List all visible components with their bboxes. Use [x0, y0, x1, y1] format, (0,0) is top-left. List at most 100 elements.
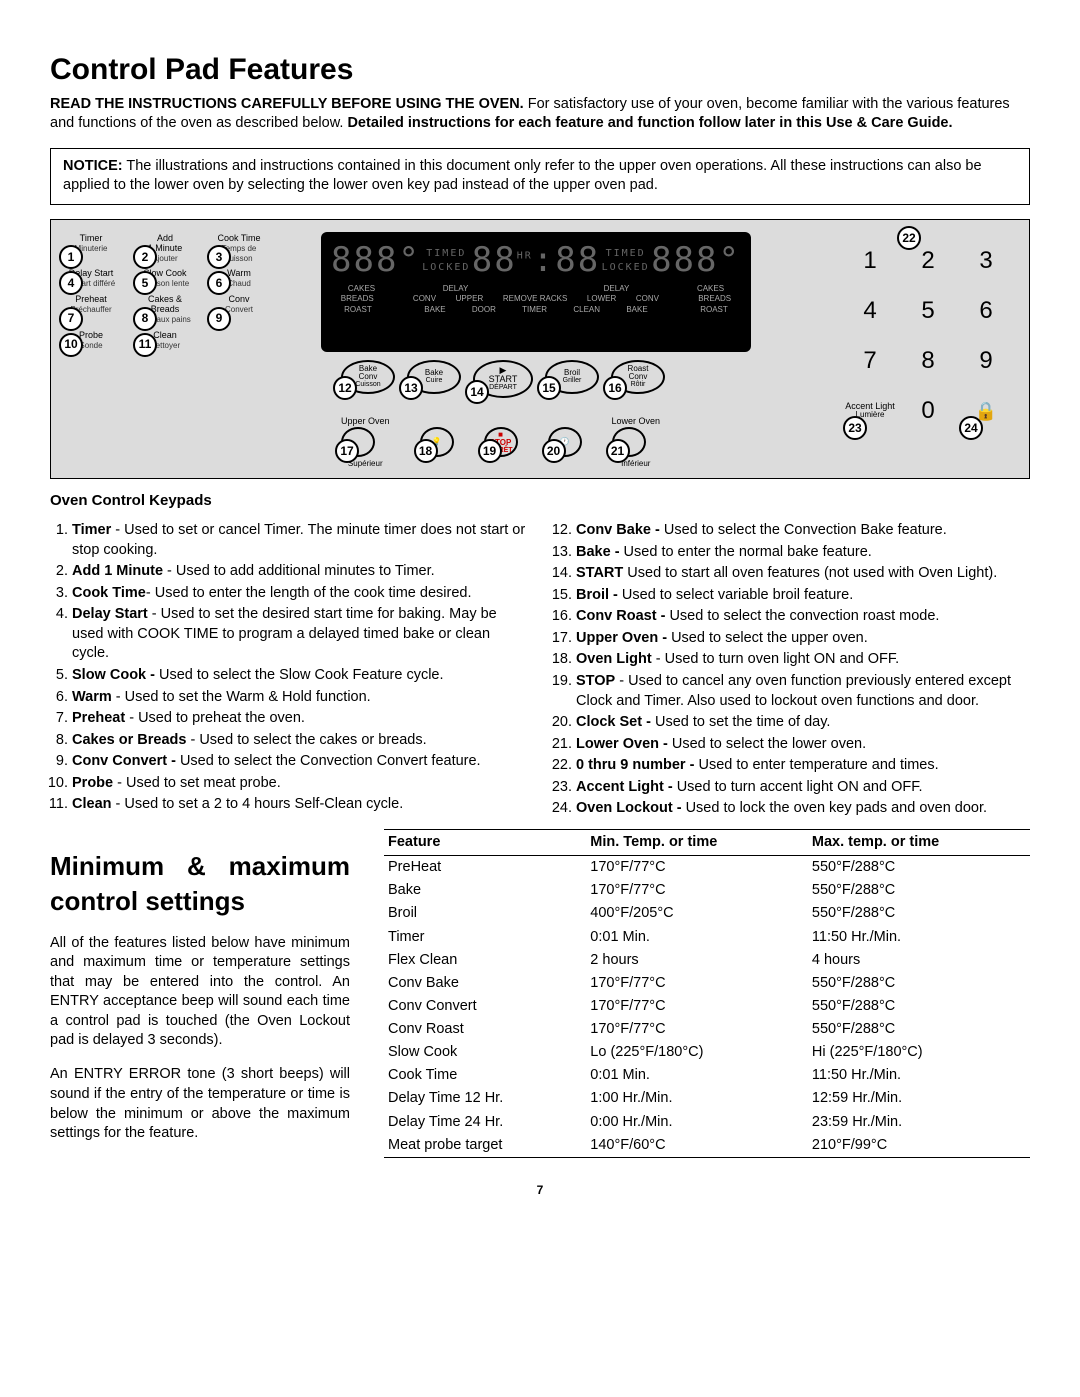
list-item: Delay Start - Used to set the desired st…: [72, 605, 526, 664]
numpad-1: 1: [841, 236, 899, 286]
list-item: Oven Lockout - Used to lock the oven key…: [576, 799, 1030, 819]
key-slow-cook: Slow CookCuisson lente5: [139, 269, 191, 289]
minmax-table: FeatureMin. Temp. or timeMax. temp. or t…: [384, 829, 1030, 1158]
page-number: 7: [50, 1182, 1030, 1198]
table-row: Conv Roast170°F/77°C550°F/288°C: [384, 1018, 1030, 1041]
list-item: Cook Time- Used to enter the length of t…: [72, 584, 526, 604]
numpad-7: 7: [841, 336, 899, 386]
intro-lead-bold: READ THE INSTRUCTIONS CAREFULLY BEFORE U…: [50, 96, 524, 112]
oval-btn-15: BroilGriller15: [545, 360, 599, 394]
table-row: Timer0:01 Min.11:50 Hr./Min.: [384, 926, 1030, 949]
list-item: Clock Set - Used to set the time of day.: [576, 713, 1030, 733]
list-item: Cakes or Breads - Used to select the cak…: [72, 731, 526, 751]
table-row: Broil400°F/205°C550°F/288°C: [384, 903, 1030, 926]
table-row: PreHeat170°F/77°C550°F/288°C: [384, 856, 1030, 880]
list-item: Broil - Used to select variable broil fe…: [576, 586, 1030, 606]
list-item: Slow Cook - Used to select the Slow Cook…: [72, 666, 526, 686]
table-row: Slow CookLo (225°F/180°C)Hi (225°F/180°C…: [384, 1041, 1030, 1064]
display-row1: CAKESDELAYDELAYCAKES: [331, 284, 741, 295]
list-item: 0 thru 9 number - Used to enter temperat…: [576, 756, 1030, 776]
table-row: Delay Time 24 Hr.0:00 Hr./Min.23:59 Hr./…: [384, 1111, 1030, 1134]
oval-btn-16: RoastConvRôtir16: [611, 360, 665, 394]
notice-text: The illustrations and instructions conta…: [63, 158, 982, 194]
mid-oval-buttons: BakeConvCuisson12 BakeCuire13 ▶STARTDÉPART…: [341, 360, 665, 398]
list-item: START Used to start all oven features (n…: [576, 564, 1030, 584]
list-item: Timer - Used to set or cancel Timer. The…: [72, 521, 526, 560]
oven-light-btn: 💡18: [420, 427, 454, 457]
list-item: Clean - Used to set a 2 to 4 hours Self-…: [72, 795, 526, 815]
keypad-list-left: Timer - Used to set or cancel Timer. The…: [50, 521, 526, 815]
minmax-para1: All of the features listed below have mi…: [50, 934, 350, 1051]
key-conv: ConvConvert9: [213, 295, 265, 325]
oval-btn-13: BakeCuire13: [407, 360, 461, 394]
left-keypad-grid: TimerMinuterie1Add1 MinuteAjouter2Cook T…: [65, 234, 265, 351]
table-row: Delay Time 12 Hr.1:00 Hr./Min.12:59 Hr./…: [384, 1088, 1030, 1111]
key-probe: ProbeSonde10: [65, 331, 117, 351]
upper-oven-label: Upper Oven 17 Supérieur: [341, 415, 390, 470]
lower-oven-btn: 21: [612, 427, 646, 457]
lockout-cell: 🔒24: [957, 386, 1015, 436]
numpad-4: 4: [841, 286, 899, 336]
numpad-8: 8: [899, 336, 957, 386]
numpad-9: 9: [957, 336, 1015, 386]
minmax-heading: Minimum & maximum control settings: [50, 849, 350, 919]
key-delay-start: Delay StartDépart différé4: [65, 269, 117, 289]
list-item: Oven Light - Used to turn oven light ON …: [576, 650, 1030, 670]
key-timer: TimerMinuterie1: [65, 234, 117, 264]
list-item: Conv Roast - Used to select the convecti…: [576, 607, 1030, 627]
seven-segment: 888° TIMEDLOCKED 88HR:88 TIMEDLOCKED 888…: [331, 238, 741, 284]
list-item: Lower Oven - Used to select the lower ov…: [576, 735, 1030, 755]
list-item: Conv Bake - Used to select the Convectio…: [576, 521, 1030, 541]
notice-box: NOTICE: The illustrations and instructio…: [50, 148, 1030, 205]
intro-lead-bold2: Detailed instructions for each feature a…: [347, 115, 952, 131]
keypad-list-right: Conv Bake - Used to select the Convectio…: [554, 521, 1030, 819]
list-item: Warm - Used to set the Warm & Hold funct…: [72, 688, 526, 708]
table-header: Feature: [384, 829, 586, 856]
control-panel-diagram: TimerMinuterie1Add1 MinuteAjouter2Cook T…: [50, 219, 1030, 479]
numpad-3: 3: [957, 236, 1015, 286]
accent-light-cell: Accent LightLumière23: [841, 386, 899, 436]
key-warm: WarmChaud6: [213, 269, 265, 289]
keypads-subtitle: Oven Control Keypads: [50, 491, 1030, 511]
table-row: Flex Clean2 hours4 hours: [384, 949, 1030, 972]
minmax-section: Minimum & maximum control settings All o…: [50, 829, 1030, 1158]
oval-btn-14: ▶STARTDÉPART14: [473, 360, 533, 398]
key-add-1-minute: Add1 MinuteAjouter2: [139, 234, 191, 264]
table-row: Bake170°F/77°C550°F/288°C: [384, 880, 1030, 903]
table-row: Conv Convert170°F/77°C550°F/288°C: [384, 995, 1030, 1018]
numeric-keypad: 12223 456 789 Accent LightLumière230🔒24: [841, 236, 1015, 436]
numpad-5: 5: [899, 286, 957, 336]
table-row: Cook Time0:01 Min.11:50 Hr./Min.: [384, 1065, 1030, 1088]
lower-oven-label: Lower Oven 21 Inférieur: [612, 415, 661, 470]
key-clean: CleanNettoyer11: [139, 331, 191, 351]
table-row: Meat probe target140°F/60°C210°F/99°C: [384, 1134, 1030, 1158]
table-header: Max. temp. or time: [808, 829, 1030, 856]
list-item: Accent Light - Used to turn accent light…: [576, 778, 1030, 798]
list-item: Upper Oven - Used to select the upper ov…: [576, 629, 1030, 649]
keypad-descriptions: Timer - Used to set or cancel Timer. The…: [50, 517, 1030, 823]
notice-label: NOTICE:: [63, 158, 123, 174]
list-item: Probe - Used to set meat probe.: [72, 774, 526, 794]
display-row2: BREADSCONVUPPERREMOVE RACKSLOWERCONVBREA…: [331, 294, 741, 305]
table-row: Conv Bake170°F/77°C550°F/288°C: [384, 972, 1030, 995]
display-row3: ROASTBAKEDOORTIMERCLEANBAKEROAST: [331, 305, 741, 316]
lower-oval-row: Upper Oven 17 Supérieur 💡18 ■ STOP ARRÊT…: [341, 415, 660, 470]
clock-btn: 🕐20: [548, 427, 582, 457]
numpad-0: 0: [899, 386, 957, 436]
key-: [213, 331, 265, 351]
oval-btn-12: BakeConvCuisson12: [341, 360, 395, 394]
list-item: Bake - Used to enter the normal bake fea…: [576, 543, 1030, 563]
oven-display: 888° TIMEDLOCKED 88HR:88 TIMEDLOCKED 888…: [321, 232, 751, 352]
key-cakes-breads: Cakes & BreadsGâteaux pains8: [139, 295, 191, 325]
intro-paragraph: READ THE INSTRUCTIONS CAREFULLY BEFORE U…: [50, 95, 1030, 134]
list-item: Preheat - Used to preheat the oven.: [72, 709, 526, 729]
list-item: STOP - Used to cancel any oven function …: [576, 672, 1030, 711]
list-item: Add 1 Minute - Used to add additional mi…: [72, 562, 526, 582]
numpad-2: 222: [899, 236, 957, 286]
key-preheat: PreheatPréchauffer7: [65, 295, 117, 325]
numpad-6: 6: [957, 286, 1015, 336]
list-item: Conv Convert - Used to select the Convec…: [72, 752, 526, 772]
page-title: Control Pad Features: [50, 50, 1030, 91]
minmax-para2: An ENTRY ERROR tone (3 short beeps) will…: [50, 1065, 350, 1143]
stop-btn: ■ STOP ARRÊT 19: [484, 427, 518, 457]
